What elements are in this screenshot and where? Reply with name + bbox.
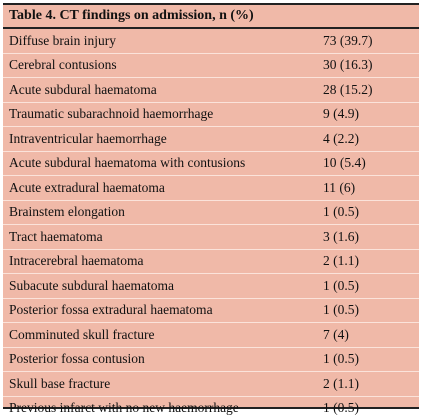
table-row: Diffuse brain injury 73 (39.7): [3, 29, 419, 54]
table-panel: Table 4. CT findings on admission, n (%)…: [3, 3, 419, 415]
table-row: Tract haematoma 3 (1.6): [3, 224, 419, 250]
finding-count: 1 (0.5): [323, 273, 419, 299]
finding-count: 30 (16.3): [323, 53, 419, 78]
finding-count: 73 (39.7): [323, 29, 419, 54]
finding-label: Acute subdural haematoma with contusions: [3, 151, 323, 176]
finding-count: 3 (1.6): [323, 224, 419, 250]
finding-label: Tract haematoma: [3, 224, 323, 250]
finding-label: Intraventricular haemorrhage: [3, 126, 323, 152]
table-row: Posterior fossa contusion 1 (0.5): [3, 347, 419, 372]
table-row: Previous infarct with no new haemorrhage…: [3, 396, 419, 420]
finding-count: 1 (0.5): [323, 200, 419, 225]
table-row: Traumatic subarachnoid haemorrhage 9 (4.9…: [3, 102, 419, 127]
findings-table: Diffuse brain injury 73 (39.7) Cerebral co…: [3, 29, 419, 420]
table-row: Cerebral contusions 30 (16.3): [3, 53, 419, 78]
table-row: Acute subdural haematoma with contusions…: [3, 151, 419, 176]
finding-label: Acute subdural haematoma: [3, 77, 323, 103]
finding-count: 1 (0.5): [323, 400, 359, 416]
finding-count: 4 (2.2): [323, 126, 419, 152]
finding-count: 28 (15.2): [323, 77, 419, 103]
finding-label: Subacute subdural haematoma: [3, 273, 323, 299]
finding-count: 11 (6): [323, 175, 419, 201]
finding-count: 2 (1.1): [323, 249, 419, 274]
table-row: Comminuted skull fracture 7 (4): [3, 322, 419, 348]
table-row: Subacute subdural haematoma 1 (0.5): [3, 273, 419, 299]
finding-label: Cerebral contusions: [3, 53, 323, 78]
finding-label: Acute extradural haematoma: [3, 175, 323, 201]
table-row: Posterior fossa extradural haematoma 1 (0…: [3, 298, 419, 323]
finding-label: Diffuse brain injury: [3, 29, 323, 54]
table-row: Intraventricular haemorrhage 4 (2.2): [3, 126, 419, 152]
finding-label: Skull base fracture: [3, 371, 323, 397]
table-body: Diffuse brain injury 73 (39.7) Cerebral co…: [3, 29, 419, 420]
finding-label: Traumatic subarachnoid haemorrhage: [3, 102, 323, 127]
finding-count: 1 (0.5): [323, 347, 419, 372]
finding-count: 9 (4.9): [323, 102, 419, 127]
table-title: Table 4. CT findings on admission, n (%): [3, 5, 419, 29]
table-row: Skull base fracture 2 (1.1): [3, 371, 419, 397]
table-row: Intracerebral haematoma 2 (1.1): [3, 249, 419, 274]
finding-label: Intracerebral haematoma: [3, 249, 323, 274]
finding-label: Posterior fossa extradural haematoma: [3, 298, 323, 323]
finding-label: Comminuted skull fracture: [3, 322, 323, 348]
finding-label: Brainstem elongation: [3, 200, 323, 225]
finding-label: Previous infarct with no new haemorrhage: [9, 400, 239, 416]
finding-count: 1 (0.5): [323, 298, 419, 323]
table-row: Acute subdural haematoma 28 (15.2): [3, 77, 419, 103]
table-row: Brainstem elongation 1 (0.5): [3, 200, 419, 225]
table-row: Acute extradural haematoma 11 (6): [3, 175, 419, 201]
finding-count: 10 (5.4): [323, 151, 419, 176]
finding-label: Posterior fossa contusion: [3, 347, 323, 372]
finding-count: 2 (1.1): [323, 371, 419, 397]
finding-count: 7 (4): [323, 322, 419, 348]
